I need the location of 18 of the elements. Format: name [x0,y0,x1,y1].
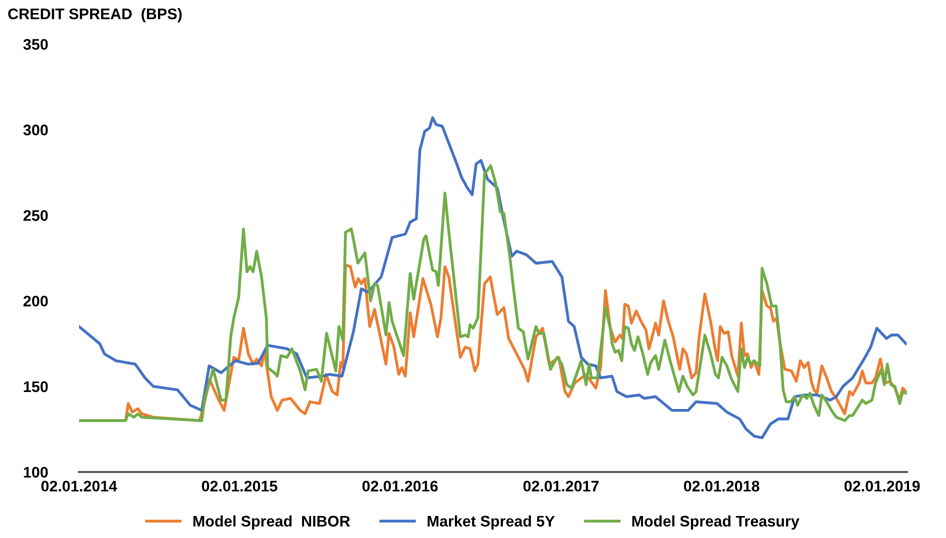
x-tick-label: 02.01.2015 [202,480,278,492]
legend-label: Model Spread Treasury [632,515,800,530]
legend-label: Model Spread NIBOR [193,515,350,530]
y-tick-label: 100 [24,466,48,478]
x-tick-label: 02.01.2014 [41,480,118,492]
y-axis-title: CREDIT SPREAD (BPS) [8,8,182,22]
y-tick-label: 350 [23,38,48,50]
x-tick-label: 02.01.2019 [844,480,920,492]
y-tick-label: 300 [23,124,48,136]
y-tick-label: 150 [24,381,48,392]
y-tick-label: 250 [23,210,48,221]
y-tick-label: 200 [23,296,48,307]
line-series [78,164,907,422]
x-tick-label: 02.01.2017 [523,480,599,492]
x-tick-label: 02.01.2018 [684,480,760,492]
x-tick-label: 02.01.2016 [362,480,438,492]
line-series [78,116,907,440]
legend-label: Market Spread 5Y [428,515,555,530]
